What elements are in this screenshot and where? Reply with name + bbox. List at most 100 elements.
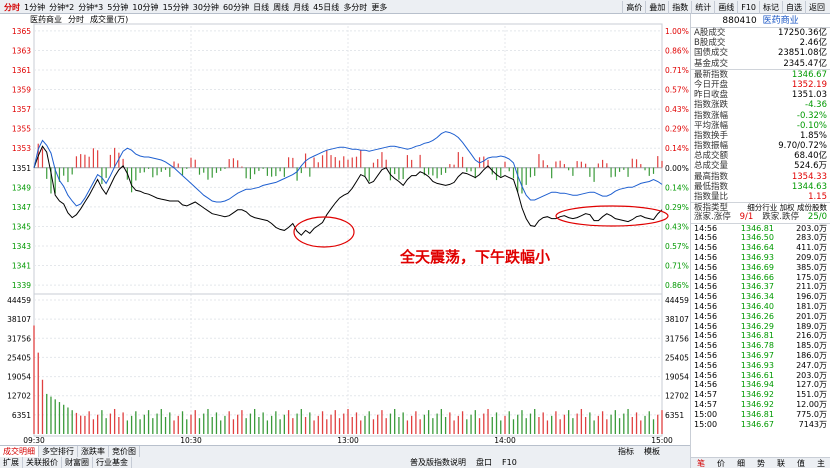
up-label: 涨家.涨停 xyxy=(694,212,731,223)
trade-price: 1346.94 xyxy=(740,380,774,390)
period-tabs: 分时 1分钟 分钟*2 分钟*3 5分钟 10分钟 15分钟 30分钟 60分钟 日线 周线 月线 45… xyxy=(2,1,389,14)
stat-row: B股成交 2.46亿 xyxy=(691,38,830,48)
quote-row: 指数振幅 9.70/0.72% xyxy=(691,141,830,151)
bottom-links: 普及版指数说明 盘口 F10 xyxy=(410,457,517,468)
tool-button[interactable]: F10 xyxy=(737,1,759,14)
board-type-row: 板指类型 细分行业 加权 成份股数 xyxy=(691,202,830,213)
index-name-link[interactable]: 医药商业 xyxy=(762,16,799,26)
quote-value: 1346.67 xyxy=(791,69,827,80)
bottom-link[interactable]: 普及版指数说明 xyxy=(410,458,466,467)
intraday-chart[interactable]: 1365 1.00% 1363 0.86% 1361 0.71% 1359 0.57% 1357… xyxy=(0,14,690,445)
quote-value: 524.6万 xyxy=(794,161,827,172)
tool-button[interactable]: 叠加 xyxy=(645,1,668,14)
indicator-control[interactable]: 模板 xyxy=(644,447,660,456)
panel-foot-tab[interactable]: 价 xyxy=(717,459,725,468)
trade-volume: 385.0万 xyxy=(796,262,827,272)
trade-volume: 283.0万 xyxy=(796,233,827,243)
bottom-tab-secondary[interactable]: 关联报价 xyxy=(23,457,62,468)
vol-tick-label-right: 25405 xyxy=(665,353,689,362)
panel-title: 880410 医药商业 xyxy=(691,14,830,28)
period-tab[interactable]: 更多 xyxy=(371,3,388,12)
trade-time: 14:56 xyxy=(694,233,718,243)
indicator-control[interactable]: 指标 xyxy=(618,447,634,456)
period-tab[interactable]: 15分钟 xyxy=(162,3,189,12)
bottom-tab-secondary[interactable]: 财富圈 xyxy=(62,457,93,468)
period-tab[interactable]: 5分钟 xyxy=(107,3,129,12)
period-tab[interactable]: 分钟*2 xyxy=(49,3,75,12)
tool-button[interactable]: 画线 xyxy=(714,1,737,14)
chart-mode: 分时 xyxy=(68,15,84,24)
bottom-tab[interactable]: 成交明细 xyxy=(0,446,39,457)
quote-row: 最新指数 1346.67 xyxy=(691,70,830,80)
period-tab[interactable]: 月线 xyxy=(293,3,310,12)
period-tab[interactable]: 45日线 xyxy=(313,3,340,12)
quote-label: 指数涨幅 xyxy=(694,110,729,121)
trade-list[interactable]: 14:56 1346.81 203.0万 14:56 1346.50 283.0万 14:5… xyxy=(691,222,830,430)
period-tab[interactable]: 日线 xyxy=(253,3,270,12)
tool-button[interactable]: 统计 xyxy=(691,1,714,14)
period-tab[interactable]: 周线 xyxy=(273,3,290,12)
price-tick-label: 1347 xyxy=(12,203,31,212)
down-label: 跌家.跌停 xyxy=(762,212,799,223)
quote-label: 最新指数 xyxy=(694,69,729,80)
pct-tick-label: 0.57% xyxy=(665,242,689,251)
trade-time: 14:56 xyxy=(694,311,718,321)
period-tab[interactable]: 60分钟 xyxy=(222,3,250,12)
down-count: 25/0 xyxy=(807,212,827,223)
trade-row: 15:00 1346.81 775.0万 xyxy=(691,410,830,420)
trade-volume: 203.0万 xyxy=(796,223,827,233)
tool-button[interactable]: 标记 xyxy=(759,1,782,14)
trade-volume: 127.0万 xyxy=(796,380,827,390)
period-tab[interactable]: 多分时 xyxy=(343,3,368,12)
pct-tick-label: 0.86% xyxy=(665,281,689,290)
period-tab[interactable]: 1分钟 xyxy=(24,3,46,12)
trade-price: 1346.78 xyxy=(740,341,774,351)
stat-label: B股成交 xyxy=(694,38,726,49)
pct-tick-label: 0.71% xyxy=(665,262,689,271)
trade-row: 14:56 1346.34 196.0万 xyxy=(691,292,830,302)
tool-button[interactable]: 高价 xyxy=(622,1,645,14)
panel-foot-tab[interactable]: 主 xyxy=(817,459,825,468)
tool-button[interactable]: 指数 xyxy=(668,1,691,14)
pct-tick-label: 0.00% xyxy=(665,164,689,173)
chart-annotation: 全天震荡，下午跌幅小 xyxy=(400,248,551,266)
pct-tick-label: 0.14% xyxy=(665,144,689,153)
trade-time: 14:56 xyxy=(694,360,718,370)
period-tab[interactable]: 分钟*3 xyxy=(78,3,104,12)
trade-price: 1346.92 xyxy=(740,399,774,409)
bottom-tab-secondary[interactable]: 扩展 xyxy=(0,457,23,468)
panel-foot-tab[interactable]: 值 xyxy=(797,459,805,468)
period-tab[interactable]: 10分钟 xyxy=(132,3,159,12)
index-quotes: 最新指数 1346.67 今日开盘 1352.19 昨日收盘 1351.03 指数涨跌 -4.… xyxy=(691,68,830,202)
trade-time: 14:57 xyxy=(694,399,718,409)
chart-header: 医药商业 分时 成交量(万) xyxy=(30,14,128,26)
panel-foot-tab[interactable]: 势 xyxy=(757,459,765,468)
trade-row: 14:56 1346.66 175.0万 xyxy=(691,273,830,283)
quote-row: 平均涨幅 -0.10% xyxy=(691,121,830,131)
trade-price: 1346.34 xyxy=(740,292,774,302)
bottom-tab[interactable]: 多空排行 xyxy=(39,446,78,457)
tool-button[interactable]: 自选 xyxy=(782,1,805,14)
bottom-tab-secondary[interactable]: 行业基金 xyxy=(93,457,132,468)
bottom-tab[interactable]: 涨跌率 xyxy=(78,446,109,457)
period-tab[interactable]: 30分钟 xyxy=(192,3,219,12)
bottom-tab[interactable]: 竞价图 xyxy=(109,446,140,457)
panel-foot-tab[interactable]: 细 xyxy=(737,459,745,468)
trade-time: 14:56 xyxy=(694,292,718,302)
trade-time: 14:56 xyxy=(694,223,718,233)
bottom-link[interactable]: 盘口 xyxy=(476,458,492,467)
panel-foot-tab[interactable]: 笔 xyxy=(697,459,705,468)
trade-row: 14:56 1346.29 189.0万 xyxy=(691,322,830,332)
bottom-link[interactable]: F10 xyxy=(502,458,517,467)
tool-button[interactable]: 返回 xyxy=(805,1,828,14)
trade-time: 14:56 xyxy=(694,282,718,292)
price-tick-label: 1363 xyxy=(12,46,31,55)
trade-row: 14:56 1346.81 203.0万 xyxy=(691,224,830,234)
up-count: 9/1 xyxy=(739,212,754,223)
period-tab[interactable]: 分时 xyxy=(4,3,20,12)
quote-label: 总成交量 xyxy=(694,161,729,172)
pct-tick-label: 0.43% xyxy=(665,105,689,114)
price-tick-label: 1361 xyxy=(12,66,31,75)
price-tick-label: 1341 xyxy=(12,262,31,271)
panel-foot-tab[interactable]: 联 xyxy=(777,459,785,468)
